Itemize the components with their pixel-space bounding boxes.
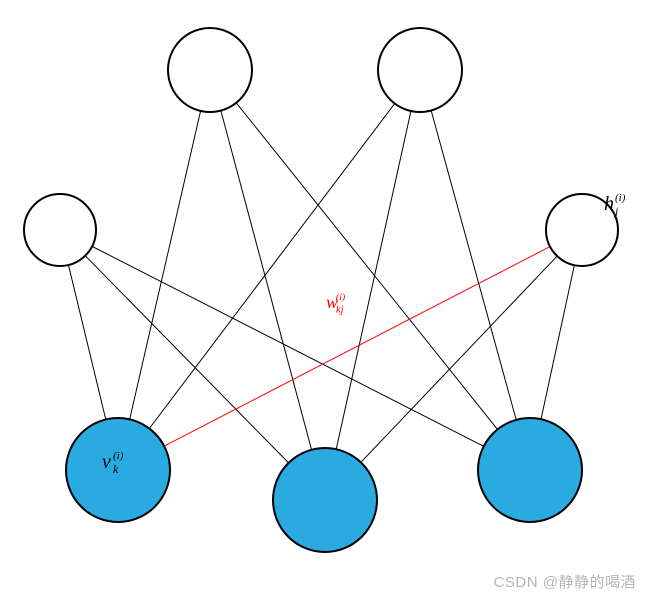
node-t2 xyxy=(378,28,462,112)
edge-t2-b3 xyxy=(431,110,516,419)
edge-t2-b1 xyxy=(149,104,394,429)
edge-t2-b2 xyxy=(336,111,411,449)
edge-t1-b2 xyxy=(221,111,312,450)
node-m1 xyxy=(24,194,96,266)
highlight-edge-group xyxy=(164,247,550,447)
node-t1 xyxy=(168,28,252,112)
bipartite-network-diagram: h(i)jv(i)kw(i)kj xyxy=(0,0,648,600)
edge-highlight xyxy=(164,247,550,447)
edge-m1-b3 xyxy=(92,246,484,446)
edge-m2-b3 xyxy=(541,265,574,419)
label-hj: h(i)j xyxy=(604,192,626,218)
edge-t1-b3 xyxy=(236,103,497,430)
edges-group xyxy=(68,103,574,463)
node-b3 xyxy=(478,418,582,522)
node-b2 xyxy=(273,448,377,552)
edge-t1-b1 xyxy=(130,111,201,419)
label-wkj: w(i)kj xyxy=(326,292,345,316)
edge-m1-b1 xyxy=(68,265,105,419)
